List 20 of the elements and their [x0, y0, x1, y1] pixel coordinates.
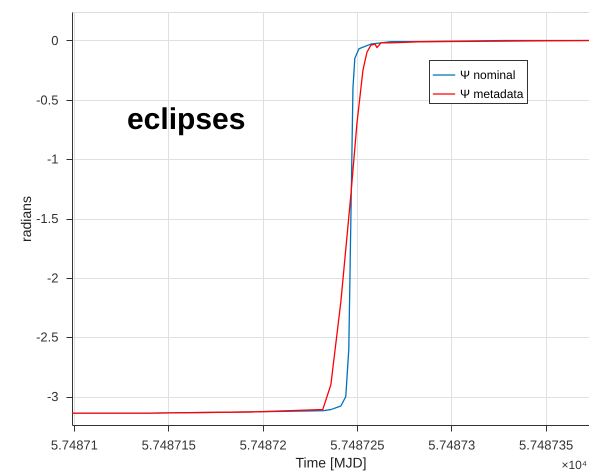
legend-label: Ψ metadata — [460, 87, 524, 101]
x-tick-label: 5.748715 — [142, 438, 196, 452]
y-tick-label: -3 — [46, 389, 58, 404]
y-tick-label: -0.5 — [36, 92, 58, 108]
x-axis-title: Time [MJD] — [295, 454, 367, 470]
x-tick-label: 5.74871 — [50, 438, 98, 452]
y-tick-label: -1 — [46, 152, 58, 167]
y-tick-label: -1.5 — [36, 211, 58, 226]
x-tick-label: 5.74873 — [428, 438, 476, 452]
x-tick-label: 5.748735 — [518, 438, 574, 452]
text: ×10⁴ — [561, 458, 587, 472]
line-series — [72, 40, 589, 414]
y-tick-label: -2.5 — [36, 330, 58, 345]
y-tick-label: -2 — [46, 270, 58, 286]
legend-label: Ψ nominal — [460, 68, 516, 82]
x-tick-label: 5.74872 — [240, 438, 287, 452]
x-tick-label: 5.748725 — [330, 438, 385, 452]
y-tick-label: 0 — [51, 32, 58, 48]
y-axis-title: radians — [18, 196, 34, 242]
annotation: eclipses — [127, 103, 246, 136]
